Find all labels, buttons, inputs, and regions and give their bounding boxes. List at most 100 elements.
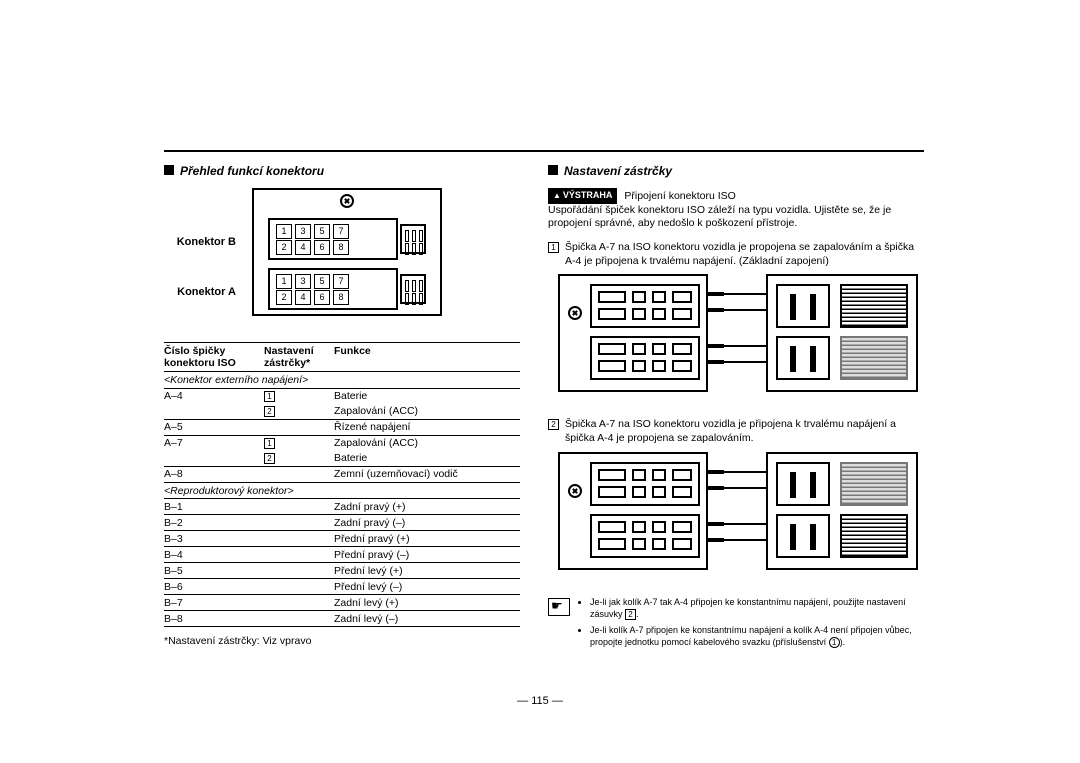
cell: Zadní pravý (+): [334, 499, 520, 515]
cell: 1: [264, 435, 334, 451]
step-2-text: Špička A-7 na ISO konektoru vozidla je p…: [565, 418, 924, 445]
warning-paragraph: VÝSTRAHA Připojení konektoru ISO Uspořád…: [548, 188, 924, 231]
section-header: <Konektor externího napájení>: [164, 372, 520, 389]
pointing-hand-icon: [548, 598, 570, 616]
th-text: Číslo špičky: [164, 345, 225, 357]
boxed-number: 1: [264, 391, 275, 402]
top-rule: [164, 150, 924, 152]
pin-small: [412, 230, 416, 242]
plug-b-side: [400, 224, 426, 254]
cell: B–5: [164, 563, 264, 579]
note-2-text: Je-li kolík A-7 připojen ke konstantnímu…: [590, 625, 912, 647]
cell: Zapalování (ACC): [334, 435, 520, 451]
fig2-receptacle: [766, 452, 918, 570]
pin: 4: [295, 290, 311, 305]
pin: 7: [333, 224, 349, 239]
right-section-title: Nastavení zástrčky: [548, 164, 924, 178]
pin: 4: [295, 240, 311, 255]
fig2-plug-a: [590, 514, 700, 558]
fig2-slot-top-left: [776, 462, 830, 506]
pin-small: [419, 243, 423, 255]
step-number: 1: [548, 242, 559, 253]
pin-function-table: Číslo špičky konektoru ISO Nastavení zás…: [164, 342, 520, 627]
fig1-plug-b: [590, 284, 700, 328]
cell: [164, 404, 264, 420]
connector-diagram: Konektor B Konektor A 1 3 5 7 2: [164, 188, 520, 328]
plug-setting-figure-2: [548, 452, 924, 584]
left-title-text: Přehled funkcí konektoru: [180, 164, 324, 178]
pin: 3: [295, 274, 311, 289]
connector-a-label: Konektor A: [164, 286, 236, 298]
pin: 8: [333, 290, 349, 305]
plug-setting-figure-1: [548, 274, 924, 406]
pin: 3: [295, 224, 311, 239]
fig1-housing: [558, 274, 708, 392]
pin-small: [405, 243, 409, 255]
bullet-square-icon: [548, 165, 558, 175]
cell: Zadní levý (+): [334, 595, 520, 611]
pin: 5: [314, 224, 330, 239]
cell: Zapalování (ACC): [334, 404, 520, 420]
fig2-slot-bot-right-hatched: [840, 514, 908, 558]
pin-small: [405, 230, 409, 242]
bullet-square-icon: [164, 165, 174, 175]
cell: Přední pravý (+): [334, 531, 520, 547]
table-footnote: *Nastavení zástrčky: Viz vpravo: [164, 635, 520, 647]
section-header: <Reproduktorový konektor>: [164, 482, 520, 499]
connector-b-label: Konektor B: [164, 236, 236, 248]
pin: 8: [333, 240, 349, 255]
step-2: 2 Špička A-7 na ISO konektoru vozidla je…: [548, 418, 924, 445]
fig1-slot-top-left: [776, 284, 830, 328]
left-column: Přehled funkcí konektoru Konektor B Kone…: [164, 164, 520, 652]
pin: 6: [314, 290, 330, 305]
pin: 6: [314, 240, 330, 255]
cell: B–1: [164, 499, 264, 515]
pin-small: [419, 230, 423, 242]
note-1: Je-li jak kolík A-7 tak A-4 připojen ke …: [590, 596, 924, 620]
cell: [164, 451, 264, 467]
cell: A–8: [164, 466, 264, 482]
cell: Řízené napájení: [334, 419, 520, 435]
pin-small: [419, 293, 423, 305]
note-1-tail: .: [636, 609, 639, 619]
cell: A–5: [164, 419, 264, 435]
fig2-slot-top-right-hatched-gray: [840, 462, 908, 506]
fig2-housing: [558, 452, 708, 570]
plug-b: 1 3 5 7 2 4 6 8: [268, 218, 398, 260]
pin-small: [412, 280, 416, 292]
cell: Baterie: [334, 388, 520, 404]
note-2-tail: ).: [840, 637, 846, 647]
note-2: Je-li kolík A-7 připojen ke konstantnímu…: [590, 624, 924, 648]
fig2-slot-bot-left: [776, 514, 830, 558]
fig1-slot-bot-right-hatched-gray: [840, 336, 908, 380]
boxed-number: 2: [264, 406, 275, 417]
right-column: Nastavení zástrčky VÝSTRAHA Připojení ko…: [548, 164, 924, 652]
th-text: Funkce: [334, 345, 371, 357]
cell: Přední levý (–): [334, 579, 520, 595]
cell: B–2: [164, 515, 264, 531]
screw-icon: [568, 306, 582, 320]
pin: 2: [276, 240, 292, 255]
cell: [264, 466, 334, 482]
th-function: Funkce: [334, 343, 520, 372]
warning-body: Uspořádání špiček konektoru ISO záleží n…: [548, 204, 891, 230]
cell: Zadní levý (–): [334, 611, 520, 627]
cell: Přední levý (+): [334, 563, 520, 579]
boxed-number: 2: [264, 453, 275, 464]
pin-small: [405, 293, 409, 305]
th-text: Nastavení: [264, 345, 314, 357]
pin: 5: [314, 274, 330, 289]
pin: 1: [276, 274, 292, 289]
page: Přehled funkcí konektoru Konektor B Kone…: [164, 150, 924, 652]
two-columns: Přehled funkcí konektoru Konektor B Kone…: [164, 164, 924, 652]
warning-badge: VÝSTRAHA: [548, 188, 617, 204]
th-text: konektoru ISO: [164, 357, 236, 369]
cell: Zemní (uzemňovací) vodič: [334, 466, 520, 482]
pin-small: [405, 280, 409, 292]
step-number: 2: [548, 419, 559, 430]
cell: Zadní pravý (–): [334, 515, 520, 531]
boxed-number: 2: [625, 609, 636, 620]
pin-small: [412, 243, 416, 255]
cell: B–4: [164, 547, 264, 563]
th-text: zástrčky*: [264, 357, 310, 369]
